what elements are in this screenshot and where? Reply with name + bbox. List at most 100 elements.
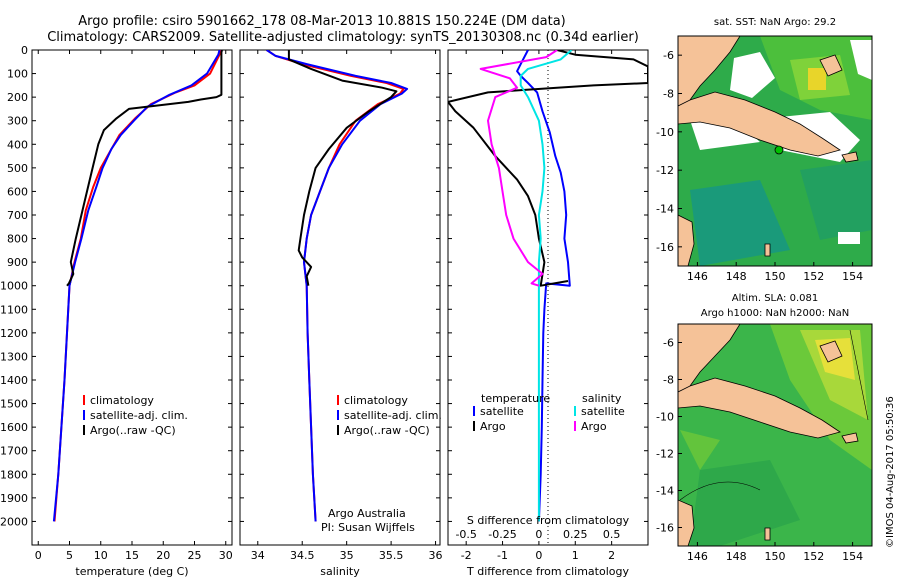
y-tick-label: 900: [7, 256, 28, 269]
salinity-legend: climatology satellite-adj. clim. Argo(..…: [337, 394, 442, 437]
series-line-s-satellite: [519, 50, 573, 522]
x-tick-label: 0: [35, 549, 42, 562]
annotation-pi: PI: Susan Wijffels: [321, 521, 415, 534]
legend-title-salinity: salinity: [582, 392, 622, 405]
map-lon-label: 154: [842, 550, 863, 563]
copyright-label: ©IMOS 04-Aug-2017 05:50:36: [885, 396, 896, 548]
s-diff-tick-label: -0.25: [488, 528, 516, 541]
sla-field: [690, 460, 800, 546]
map-lat-label: -16: [656, 522, 674, 535]
y-tick-label: 600: [7, 185, 28, 198]
y-tick-label: 1900: [0, 492, 28, 505]
series-line-argo-raw-qc-: [66, 50, 223, 287]
series-line-s-argo: [479, 50, 558, 287]
sst-field: [800, 160, 872, 240]
series-line-argo-raw-qc-: [287, 50, 398, 286]
sla-contour: [679, 481, 761, 501]
series-line-climatology: [266, 50, 405, 522]
legend-label-argo: Argo(..raw -QC): [344, 424, 430, 437]
y-tick-label: 1300: [0, 350, 28, 363]
x-tick-label: 1: [572, 549, 579, 562]
sla-map: Altim. SLA: 0.081 Argo h1000: NaN h2000:…: [656, 293, 873, 563]
land-mass: [678, 499, 695, 546]
sla-field: [680, 430, 720, 470]
s-diff-tick-label: -0.5: [455, 528, 476, 541]
sst-warm-patch: [808, 68, 826, 90]
x-tick-label: 35.5: [379, 549, 404, 562]
sla-map-title-1: Altim. SLA: 0.081: [732, 293, 818, 304]
s-diff-tick-label: 0.25: [563, 528, 588, 541]
map-lat-label: -10: [656, 126, 674, 139]
sst-missing-data: [838, 232, 860, 244]
map-lat-label: -8: [663, 88, 674, 101]
salinity-axes-frame: [239, 49, 441, 546]
map-lat-label: -12: [656, 448, 674, 461]
annotation-argo-australia: Argo Australia: [328, 507, 406, 520]
y-tick-label: 400: [7, 138, 28, 151]
series-line-satellite-adj-clim-: [52, 50, 221, 522]
map-lon-label: 152: [803, 270, 824, 283]
x-tick-label: 25: [188, 549, 202, 562]
y-tick-label: 100: [7, 68, 28, 81]
map-lon-label: 150: [765, 270, 786, 283]
x-tick-label: 30: [219, 549, 233, 562]
sla-contour: [849, 329, 869, 421]
legend-label-climatology: climatology: [90, 394, 154, 407]
y-tick-label: 300: [7, 115, 28, 128]
land-mass: [819, 54, 843, 77]
sst-missing-data: [730, 52, 775, 98]
temperature-legend: climatology satellite-adj. clim. Argo(..…: [83, 394, 188, 437]
legend-label-argo: Argo(..raw -QC): [90, 424, 176, 437]
y-tick-label: 800: [7, 233, 28, 246]
y-tick-label: 700: [7, 209, 28, 222]
y-tick-label: 1400: [0, 374, 28, 387]
sst-map: sat. SST: NaN Argo: 29.2 -6: [656, 17, 873, 283]
land-mass: [678, 214, 695, 266]
y-tick-label: 1000: [0, 280, 28, 293]
y-tick-label: 1500: [0, 398, 28, 411]
x-tick-label: 2: [608, 549, 615, 562]
y-tick-label: 1200: [0, 327, 28, 340]
map-lat-label: -14: [656, 203, 674, 216]
legend-label-t-satellite: satellite: [480, 405, 524, 418]
series-line-t-satellite: [516, 50, 571, 522]
y-tick-label: 1700: [0, 445, 28, 458]
difference-panel: -2 -1 0 1 2 S difference from climatology -0…: [447, 49, 649, 578]
header-line1: Argo profile: csiro 5901662_178 08-Mar-2…: [78, 14, 566, 29]
s-diff-tick-label: 0.5: [603, 528, 621, 541]
series-line-climatology: [53, 50, 222, 522]
map-lon-label: 148: [726, 270, 747, 283]
legend-title-temperature: temperature: [481, 392, 550, 405]
x-tick-label: 34: [251, 549, 265, 562]
salinity-xlabel: salinity: [320, 565, 360, 578]
map-lat-label: -6: [663, 337, 674, 350]
land-mass: [841, 432, 859, 444]
x-tick-label: 10: [94, 549, 108, 562]
map-lat-label: -12: [656, 164, 674, 177]
x-tick-label: -2: [461, 549, 472, 562]
temperature-axes-frame: [31, 49, 233, 546]
land-mass: [764, 243, 771, 257]
map-lon-label: 152: [803, 550, 824, 563]
y-tick-label: 200: [7, 91, 28, 104]
x-tick-label: 34.5: [290, 549, 315, 562]
legend-label-s-satellite: satellite: [581, 405, 625, 418]
s-diff-tick-label: 0: [535, 528, 542, 541]
map-lat-label: -6: [663, 49, 674, 62]
y-tick-label: 1100: [0, 303, 28, 316]
sst-missing-data: [850, 40, 872, 80]
legend-label-satellite: satellite-adj. clim.: [344, 409, 442, 422]
map-lon-label: 150: [765, 550, 786, 563]
map-lon-label: 146: [687, 270, 708, 283]
legend-label-s-argo: Argo: [581, 420, 607, 433]
x-tick-label: 5: [66, 549, 73, 562]
series-line-t-argo: [448, 50, 648, 287]
map-lon-label: 154: [842, 270, 863, 283]
land-mass: [678, 91, 841, 157]
map-lon-label: 148: [726, 550, 747, 563]
y-tick-label: 2000: [0, 515, 28, 528]
float-position-marker: [774, 145, 784, 155]
legend-label-climatology: climatology: [344, 394, 408, 407]
land-mass: [764, 527, 771, 541]
